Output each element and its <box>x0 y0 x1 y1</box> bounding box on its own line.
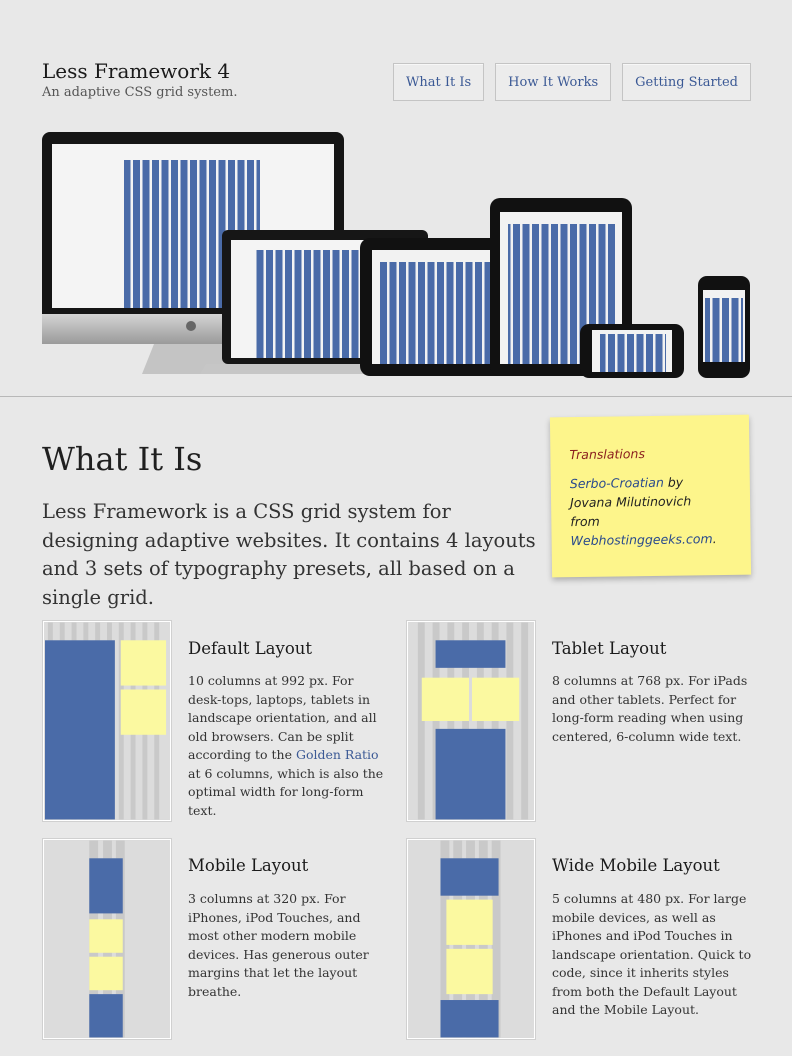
default-layout-thumbnail <box>43 621 171 821</box>
hero-divider <box>0 396 792 397</box>
default-layout-desc-text-2: at 6 columns, which is also the optimal … <box>188 765 384 818</box>
mobile-layout-description: 3 columns at 320 px. For iPhones, iPod T… <box>188 891 369 999</box>
mobile-layout-thumbnail <box>43 839 171 1039</box>
default-layout-desc-text: 10 columns at 992 px. For desk-tops, lap… <box>188 673 377 762</box>
translations-title: Translations <box>569 446 646 463</box>
default-layout-title: Default Layout <box>188 639 313 658</box>
golden-ratio-link[interactable]: Golden Ratio <box>295 747 379 762</box>
tablet-layout-title: Tablet Layout <box>552 639 667 658</box>
translations-note: Translations Serbo-Croatian by Jovana Mi… <box>549 414 752 578</box>
section-heading: What It Is <box>42 440 203 478</box>
wide-mobile-layout-title: Wide Mobile Layout <box>552 856 720 875</box>
nav-what-it-is-button[interactable]: What It Is <box>393 63 485 101</box>
tablet-landscape-device <box>360 238 522 376</box>
wide-mobile-layout-description: 5 columns at 480 px. For large mobile de… <box>552 891 752 1017</box>
nav-getting-started-button[interactable]: Getting Started <box>622 63 751 101</box>
serbo-croatian-link[interactable]: Serbo-Croatian <box>569 474 664 492</box>
main-nav: What It Is How It Works Getting Started <box>393 63 751 101</box>
translations-period: . <box>712 531 717 547</box>
translations-by: by <box>663 474 684 490</box>
webhostinggeeks-link[interactable]: Webhostinggeeks.com <box>570 531 713 549</box>
translations-author: Jovana Milutinovich <box>569 493 692 511</box>
phone-portrait-device <box>698 276 750 378</box>
wide-mobile-layout-thumbnail <box>407 839 535 1039</box>
site-tagline: An adaptive CSS grid system. <box>42 85 238 100</box>
translations-from: from <box>570 513 600 530</box>
nav-how-it-works-button[interactable]: How It Works <box>495 63 612 101</box>
site-title[interactable]: Less Framework 4 <box>42 59 231 83</box>
tablet-layout-thumbnail <box>407 621 535 821</box>
phone-landscape-device <box>580 324 684 378</box>
devices-illustration <box>42 132 750 378</box>
tablet-layout-description: 8 columns at 768 px. For iPads and other… <box>552 673 748 744</box>
default-layout-description: 10 columns at 992 px. For desk-tops, lap… <box>188 672 388 820</box>
mobile-layout-title: Mobile Layout <box>188 856 309 875</box>
intro-paragraph: Less Framework is a CSS grid system for … <box>42 500 536 609</box>
